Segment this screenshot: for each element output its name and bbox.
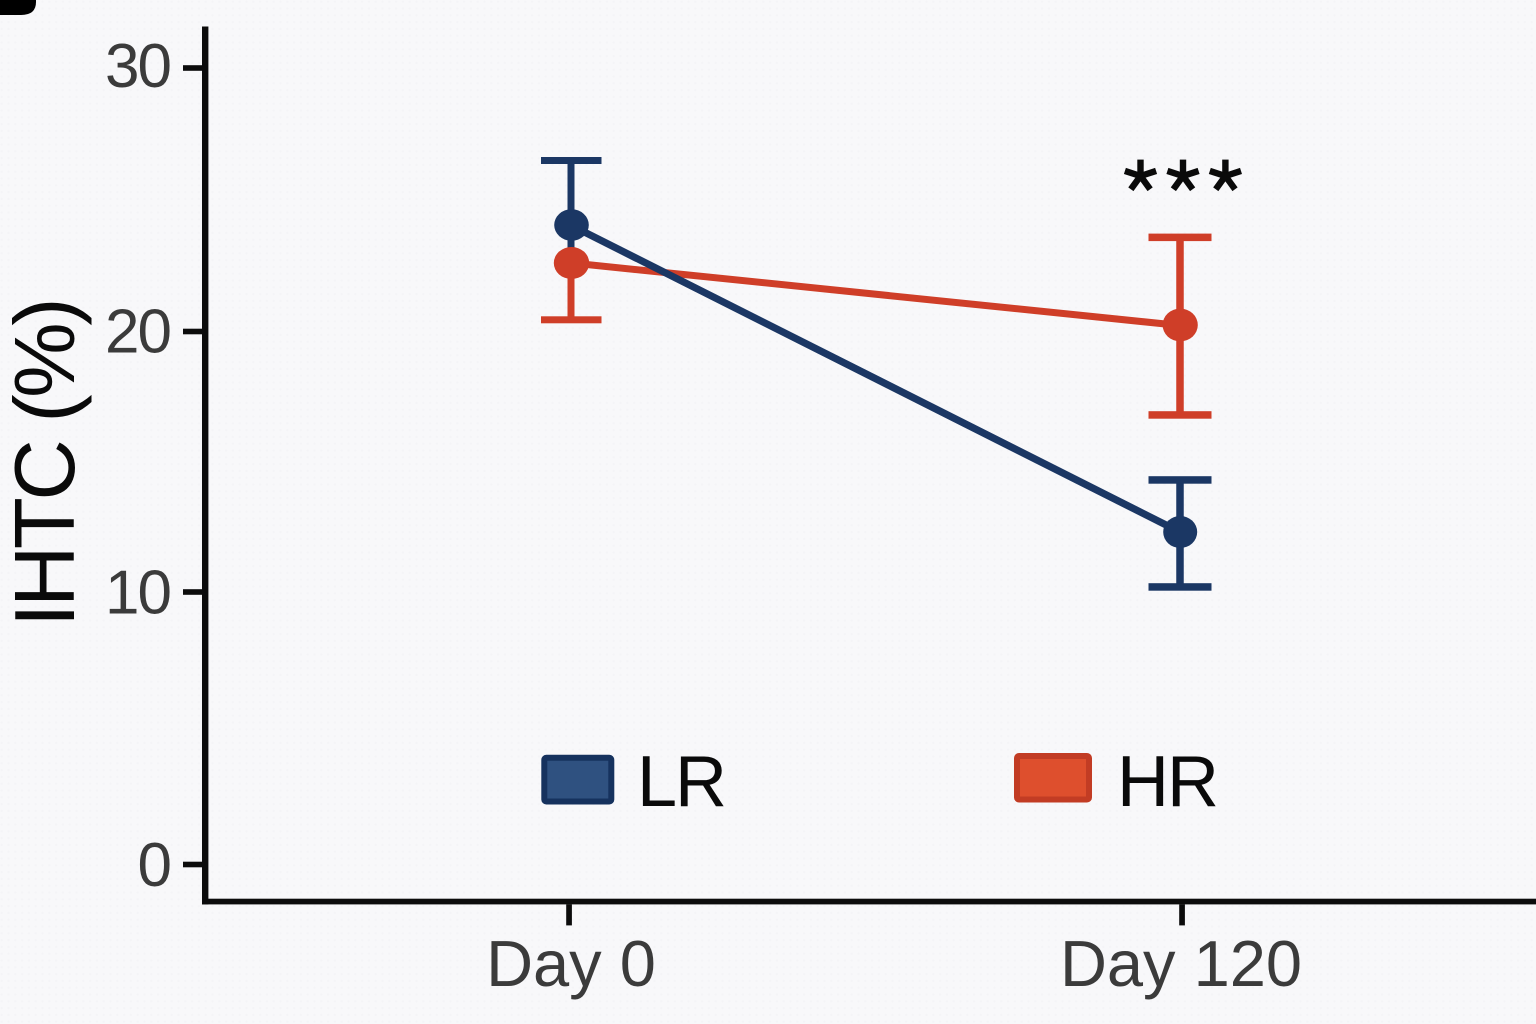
svg-text:HR: HR: [1117, 742, 1217, 822]
svg-text:Day 0: Day 0: [486, 927, 656, 1000]
svg-text:30: 30: [105, 32, 170, 101]
svg-text:IHTC (%): IHTC (%): [0, 301, 93, 627]
svg-text:10: 10: [105, 558, 170, 627]
svg-text:Day 120: Day 120: [1060, 927, 1302, 1000]
svg-text:20: 20: [105, 298, 170, 367]
svg-text:LR: LR: [637, 742, 725, 822]
svg-text:0: 0: [138, 831, 171, 900]
